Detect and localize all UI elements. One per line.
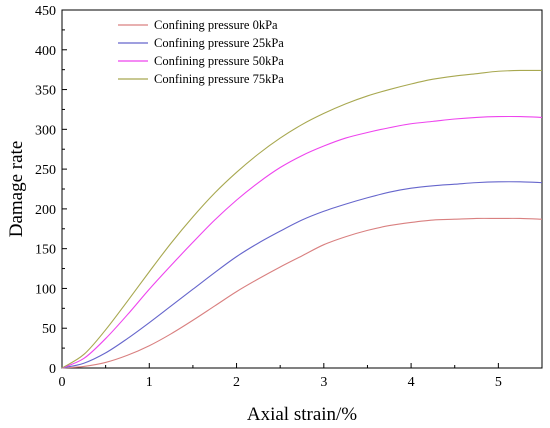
- legend-label: Confining pressure 75kPa: [154, 72, 284, 86]
- x-tick-label: 2: [233, 375, 240, 390]
- series-line-2: [61, 115, 543, 369]
- y-tick-label: 50: [42, 322, 56, 337]
- x-tick-label: 5: [495, 375, 502, 390]
- y-tick-label: 0: [49, 362, 56, 377]
- y-axis-title: Damage rate: [6, 141, 27, 238]
- x-tick-label: 0: [59, 375, 66, 390]
- y-tick-label: 200: [35, 203, 56, 218]
- plot-frame: [61, 9, 543, 369]
- x-tick-label: 4: [408, 375, 415, 390]
- series-line-0: [61, 217, 543, 369]
- x-axis-title: Axial strain/%: [247, 404, 357, 425]
- x-tick-label: 1: [146, 375, 153, 390]
- x-axis-ticks: 0 1 2 3 4 5: [59, 363, 502, 390]
- series-line-1: [61, 181, 543, 369]
- plot-area: [61, 9, 543, 369]
- y-axis-ticks: 0 50 100 150 200 250 300 350 400 450: [35, 4, 67, 377]
- y-tick-label: 400: [35, 44, 56, 59]
- y-tick-label: 100: [35, 282, 56, 297]
- x-tick-label: 3: [320, 375, 327, 390]
- y-tick-label: 250: [35, 163, 56, 178]
- y-tick-label: 150: [35, 243, 56, 258]
- legend-label: Confining pressure 0kPa: [154, 18, 278, 32]
- y-tick-label: 300: [35, 123, 56, 138]
- legend-label: Confining pressure 25kPa: [154, 36, 284, 50]
- series-line-3: [61, 69, 543, 369]
- y-tick-label: 450: [35, 4, 56, 19]
- y-tick-label: 350: [35, 84, 56, 99]
- legend-label: Confining pressure 50kPa: [154, 54, 284, 68]
- series-lines: [61, 69, 543, 369]
- legend: Confining pressure 0kPa Confining pressur…: [118, 18, 284, 86]
